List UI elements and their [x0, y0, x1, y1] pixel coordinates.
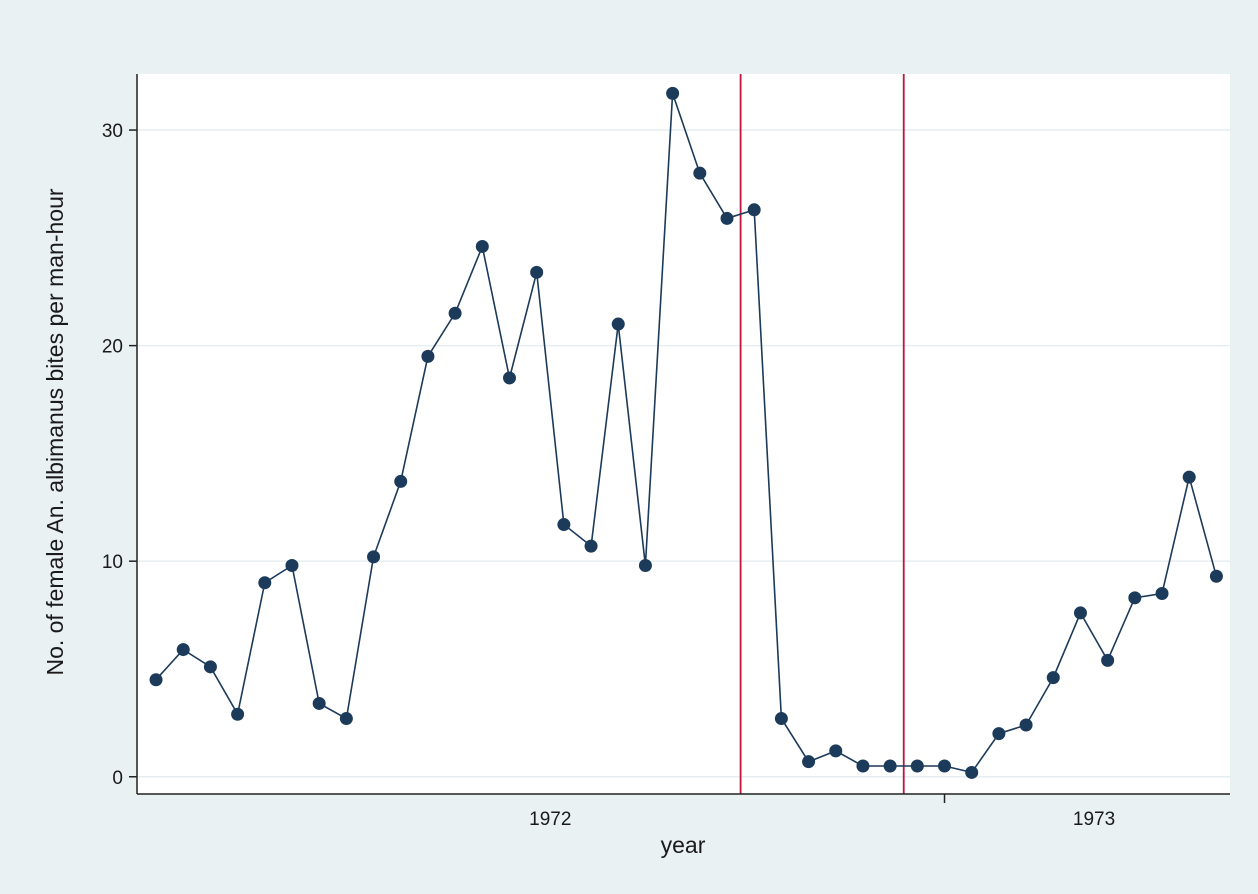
data-point: [176, 643, 190, 657]
data-point: [312, 696, 326, 710]
data-point: [883, 759, 897, 773]
data-point: [992, 727, 1006, 741]
data-point: [1046, 671, 1060, 685]
x-tick-label: 1973: [1073, 809, 1115, 830]
data-point: [475, 239, 489, 253]
x-axis-title: year: [661, 832, 706, 858]
series-line: [155, 93, 1218, 774]
data-point: [666, 86, 680, 100]
data-point: [1019, 718, 1033, 732]
data-point: [938, 759, 952, 773]
y-tick-label: 10: [102, 552, 123, 573]
plot-area: [137, 74, 1230, 794]
data-point: [584, 539, 598, 553]
data-point: [856, 759, 870, 773]
reference-lines: [739, 74, 905, 794]
data-point: [557, 518, 571, 532]
data-point: [611, 317, 625, 331]
data-point: [367, 550, 381, 564]
data-point: [774, 712, 788, 726]
data-point: [1073, 606, 1087, 620]
data-point: [502, 371, 516, 385]
data-point: [638, 558, 652, 572]
data-point: [339, 712, 353, 726]
data-point: [421, 349, 435, 363]
data-point: [258, 576, 272, 590]
data-point: [747, 203, 761, 217]
data-point: [910, 759, 924, 773]
axes: [136, 74, 1230, 795]
data-point: [693, 166, 707, 180]
data-point: [231, 707, 245, 721]
y-axis-title: No. of female An. albimanus bites per ma…: [42, 188, 68, 675]
data-point: [802, 755, 816, 769]
data-point: [448, 306, 462, 320]
y-axis-ticks: 0 10 20 30: [102, 121, 137, 789]
data-point: [394, 474, 408, 488]
data-point: [285, 558, 299, 572]
data-point: [203, 660, 217, 674]
x-axis-ticks: 1972 1973: [529, 794, 1115, 830]
y-tick-label: 20: [102, 337, 123, 358]
data-point: [1155, 587, 1169, 601]
y-tick-label: 0: [112, 768, 123, 789]
data-point: [829, 744, 843, 758]
x-tick-label: 1972: [529, 809, 571, 830]
data-point: [1128, 591, 1142, 605]
series: [149, 86, 1223, 779]
data-point: [965, 765, 979, 779]
gridlines: [138, 129, 1230, 778]
y-tick-label: 30: [102, 121, 123, 142]
data-point: [1182, 470, 1196, 484]
data-point: [149, 673, 163, 687]
data-point: [1209, 569, 1223, 583]
data-point: [1101, 653, 1115, 667]
data-point: [720, 211, 734, 225]
data-point: [530, 265, 544, 279]
